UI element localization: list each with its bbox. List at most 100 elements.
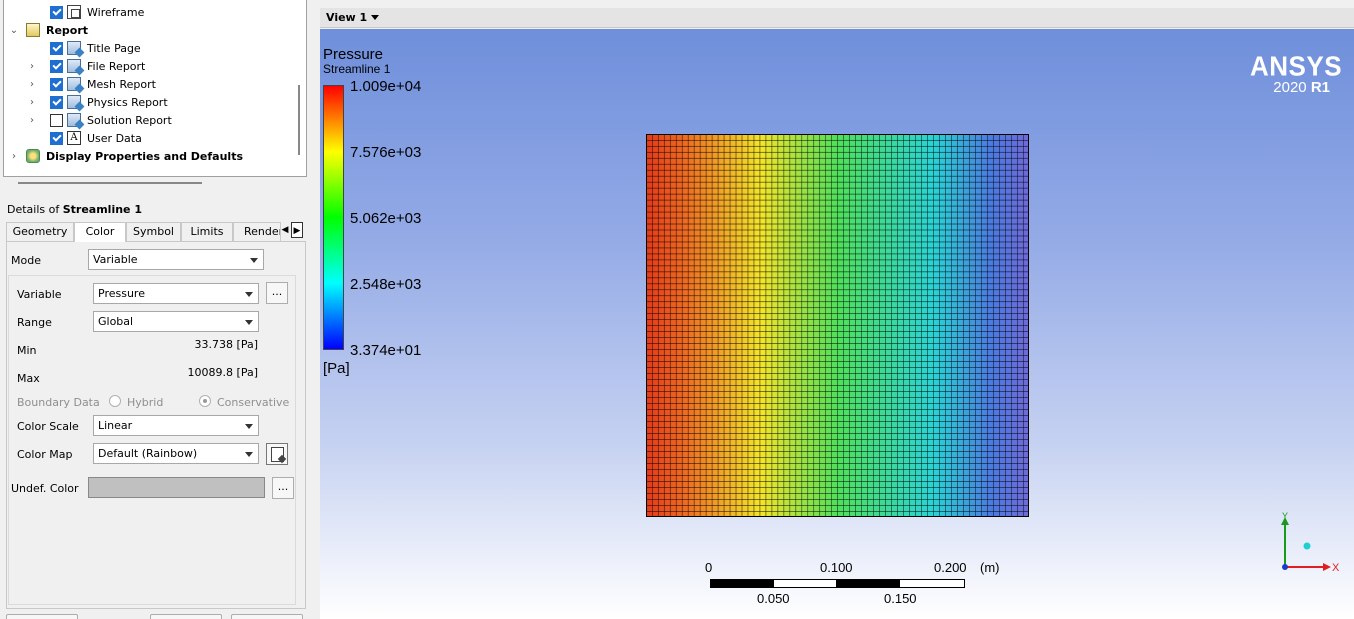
tree-item-label: Report xyxy=(46,23,89,37)
chevron-right-icon[interactable]: › xyxy=(30,96,34,108)
axis-origin xyxy=(1282,564,1288,570)
scale-segment xyxy=(836,579,900,588)
chevron-right-icon[interactable]: › xyxy=(30,78,34,90)
tree-item-label: Display Properties and Defaults xyxy=(46,149,244,163)
chevron-right-icon[interactable]: › xyxy=(30,60,34,72)
details-object-name: Streamline 1 xyxy=(62,203,143,216)
tree-item-label: Physics Report xyxy=(87,95,168,109)
variable-select[interactable]: Pressure xyxy=(93,283,259,304)
tree-item-label: User Data xyxy=(87,131,142,145)
details-title: Details of Streamline 1 xyxy=(7,203,142,216)
mesh-report-checkbox[interactable] xyxy=(50,77,63,91)
color-map-select[interactable]: Default (Rainbow) xyxy=(93,443,259,464)
color-map-value: Default (Rainbow) xyxy=(98,447,198,460)
max-label: Max xyxy=(17,372,40,385)
display-properties-icon xyxy=(26,149,40,163)
user-data-checkbox[interactable] xyxy=(50,131,63,145)
streamline-contour-mesh[interactable] xyxy=(646,134,1029,517)
viewer-toolbar xyxy=(320,0,1354,8)
defaults-button[interactable] xyxy=(231,614,303,619)
apply-button[interactable] xyxy=(6,614,78,619)
scale-bar: 0 0.100 0.200 (m) 0.050 0.150 xyxy=(705,560,1025,610)
variable-group xyxy=(8,275,296,605)
legend-label-2: 7.576e+03 xyxy=(350,144,422,161)
chevron-right-icon[interactable]: › xyxy=(12,150,16,162)
panel-splitter[interactable] xyxy=(310,0,320,619)
title-page-checkbox[interactable] xyxy=(50,41,63,55)
scale-segment xyxy=(773,579,837,588)
tree-item-user-data[interactable]: A User Data xyxy=(50,129,142,147)
max-value: 10089.8 [Pa] xyxy=(187,366,258,379)
tab-limits[interactable]: Limits xyxy=(181,222,233,241)
mesh-border xyxy=(646,134,1029,517)
view-header: View 1 xyxy=(320,8,1354,28)
mode-select[interactable]: Variable xyxy=(88,249,264,270)
reset-button[interactable] xyxy=(150,614,222,619)
report-page-icon xyxy=(67,41,81,55)
legend-color-bar xyxy=(323,85,344,350)
mode-value: Variable xyxy=(93,253,138,266)
legend-label-1: 1.009e+04 xyxy=(350,78,422,95)
details-prefix: Details of xyxy=(7,203,63,216)
report-page-icon xyxy=(67,77,81,91)
range-label: Range xyxy=(17,316,52,329)
tree-item-physics-report[interactable]: Physics Report xyxy=(50,93,168,111)
variable-browse-button[interactable]: ... xyxy=(266,282,288,304)
report-page-icon xyxy=(67,59,81,73)
legend-label-5: 3.374e+01 xyxy=(350,342,422,359)
tab-scroll-left-icon[interactable]: ◀ xyxy=(281,225,289,235)
color-scale-label: Color Scale xyxy=(17,420,79,433)
undef-color-swatch[interactable] xyxy=(88,477,265,498)
scale-label-0150: 0.150 xyxy=(884,591,917,606)
tree-horizontal-scrollbar[interactable] xyxy=(18,182,202,184)
tree-item-solution-report[interactable]: Solution Report xyxy=(50,111,172,129)
tree-item-label: Mesh Report xyxy=(87,77,156,91)
chevron-down-icon[interactable] xyxy=(371,15,379,20)
conservative-radio[interactable] xyxy=(199,395,211,407)
min-value: 33.738 [Pa] xyxy=(194,338,258,351)
hybrid-radio[interactable] xyxy=(109,395,121,407)
chevron-down-icon[interactable]: ⌄ xyxy=(9,24,19,36)
axis-triad: Y X xyxy=(1281,511,1340,574)
tree-item-report[interactable]: Report xyxy=(26,21,88,39)
conservative-radio-label: Conservative xyxy=(217,396,290,409)
tree-item-title-page[interactable]: Title Page xyxy=(50,39,141,57)
tree-item-file-report[interactable]: File Report xyxy=(50,57,145,75)
tab-scroll-arrows: ◀ ▶ xyxy=(279,222,303,238)
edit-color-map-icon[interactable] xyxy=(266,443,288,465)
range-select[interactable]: Global xyxy=(93,311,259,332)
solution-report-checkbox[interactable] xyxy=(50,113,63,127)
view-selector[interactable]: View 1 xyxy=(326,11,368,24)
report-folder-icon xyxy=(26,23,40,37)
chevron-right-icon[interactable]: › xyxy=(30,114,34,126)
tree-item-wireframe[interactable]: Wireframe xyxy=(50,3,144,21)
y-axis-label: Y xyxy=(1282,511,1288,521)
legend-title: Pressure xyxy=(323,46,384,63)
tab-color[interactable]: Color xyxy=(74,222,126,242)
tree-vertical-scrollbar[interactable] xyxy=(298,85,300,155)
scale-label-0: 0 xyxy=(705,560,713,575)
tab-scroll-right-icon[interactable]: ▶ xyxy=(291,222,303,238)
tree-item-label: Title Page xyxy=(87,41,141,55)
y-axis-arrow xyxy=(1281,517,1289,525)
boundary-data-label: Boundary Data xyxy=(17,396,100,409)
tree-item-mesh-report[interactable]: Mesh Report xyxy=(50,75,156,93)
tab-render[interactable]: Render xyxy=(233,222,281,241)
tab-geometry[interactable]: Geometry xyxy=(6,222,74,241)
mode-label: Mode xyxy=(11,254,41,267)
ansys-logo: ANSYS 2020 R1 xyxy=(1250,51,1342,96)
chevron-down-icon xyxy=(245,292,253,297)
outline-tree: Wireframe ⌄ Report Title Page › File Rep… xyxy=(3,0,307,177)
undef-color-browse-button[interactable]: ... xyxy=(272,477,294,499)
color-map-label: Color Map xyxy=(17,448,73,461)
wireframe-checkbox[interactable] xyxy=(50,5,63,19)
color-scale-select[interactable]: Linear xyxy=(93,415,259,436)
scale-unit: (m) xyxy=(980,560,1000,575)
legend-label-4: 2.548e+03 xyxy=(350,276,422,293)
tab-symbol[interactable]: Symbol xyxy=(126,222,181,241)
mesh-wireframe xyxy=(646,134,1029,517)
tree-item-display-properties[interactable]: Display Properties and Defaults xyxy=(26,147,243,165)
physics-report-checkbox[interactable] xyxy=(50,95,63,109)
file-report-checkbox[interactable] xyxy=(50,59,63,73)
report-page-icon xyxy=(67,113,81,127)
